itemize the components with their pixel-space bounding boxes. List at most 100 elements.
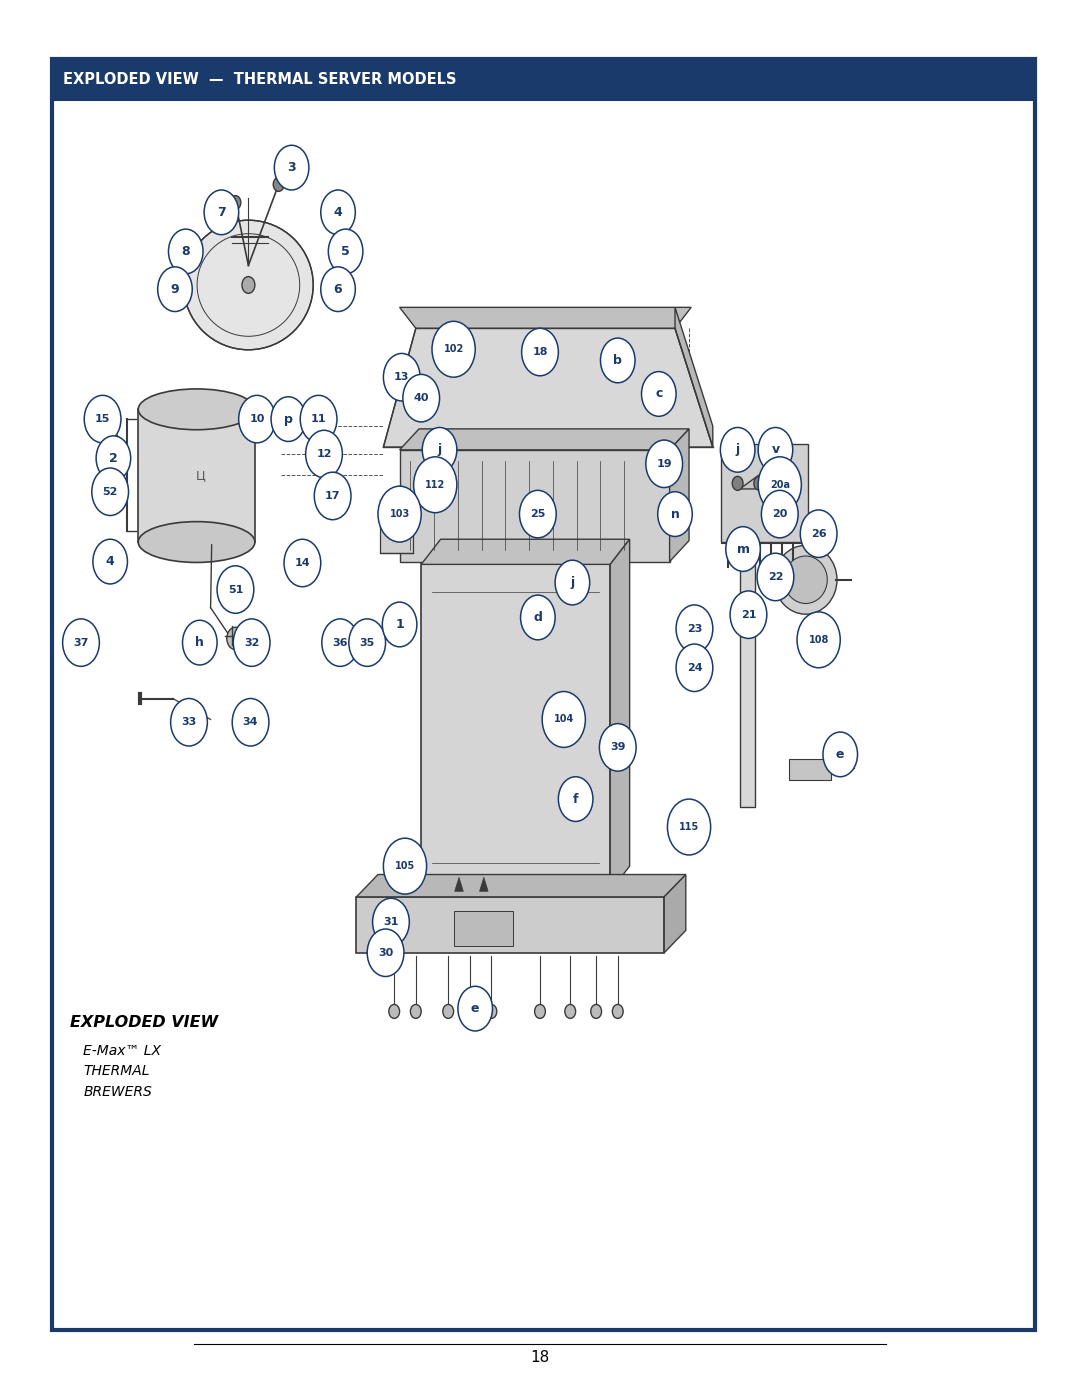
Text: 52: 52 [103,486,118,497]
Text: 33: 33 [181,717,197,728]
Circle shape [599,724,636,771]
Circle shape [168,229,203,274]
Circle shape [458,986,492,1031]
Circle shape [726,527,760,571]
Circle shape [486,1004,497,1018]
Circle shape [519,490,556,538]
Text: 11: 11 [311,414,326,425]
Text: 36: 36 [333,637,348,648]
Circle shape [158,267,192,312]
Circle shape [422,427,457,472]
Text: e: e [836,747,845,761]
Polygon shape [675,307,713,447]
Circle shape [232,698,269,746]
Circle shape [443,1004,454,1018]
Text: 7: 7 [217,205,226,219]
Text: 8: 8 [181,244,190,258]
Circle shape [93,539,127,584]
Text: 103: 103 [390,509,409,520]
Text: m: m [737,542,750,556]
Circle shape [676,605,713,652]
Text: 51: 51 [228,584,243,595]
Circle shape [349,619,386,666]
FancyBboxPatch shape [721,444,808,542]
Circle shape [383,353,420,401]
Text: 20a: 20a [770,479,789,490]
Circle shape [233,619,270,666]
Circle shape [217,566,254,613]
Polygon shape [480,877,488,891]
Circle shape [389,1004,400,1018]
Text: 108: 108 [809,634,828,645]
Circle shape [382,602,417,647]
Text: 19: 19 [657,458,672,469]
Text: 39: 39 [610,742,625,753]
Text: 1: 1 [395,617,404,631]
Circle shape [521,595,555,640]
Circle shape [242,277,255,293]
Text: 15: 15 [95,414,110,425]
Text: e: e [471,1002,480,1016]
Ellipse shape [184,221,313,349]
Circle shape [730,591,767,638]
Circle shape [591,1004,602,1018]
Circle shape [284,539,321,587]
Polygon shape [400,307,691,328]
FancyBboxPatch shape [52,59,1035,101]
Text: p: p [284,412,293,426]
Text: 31: 31 [383,916,399,928]
Circle shape [378,486,421,542]
Text: 34: 34 [243,717,258,728]
Text: 26: 26 [811,528,826,539]
Circle shape [758,427,793,472]
Text: 17: 17 [325,490,340,502]
FancyBboxPatch shape [356,897,664,953]
Text: 10: 10 [249,414,265,425]
Polygon shape [740,464,789,489]
Circle shape [542,692,585,747]
FancyBboxPatch shape [421,564,610,891]
Circle shape [522,328,558,376]
Circle shape [373,898,409,946]
Text: 40: 40 [414,393,429,404]
Circle shape [642,372,676,416]
Circle shape [775,476,786,490]
Circle shape [667,799,711,855]
Circle shape [321,190,355,235]
Text: 24: 24 [687,662,702,673]
Polygon shape [670,429,689,562]
Text: 4: 4 [106,555,114,569]
Polygon shape [610,539,630,891]
Text: j: j [735,443,740,457]
Ellipse shape [784,556,827,604]
FancyBboxPatch shape [740,489,755,807]
Text: 18: 18 [530,1351,550,1365]
Circle shape [432,321,475,377]
Text: 35: 35 [360,637,375,648]
Text: h: h [195,636,204,650]
Polygon shape [400,429,689,450]
Circle shape [558,777,593,821]
Ellipse shape [138,388,255,430]
Text: c: c [656,387,662,401]
Circle shape [800,510,837,557]
Circle shape [823,732,858,777]
Circle shape [171,698,207,746]
Circle shape [63,619,99,666]
Circle shape [403,374,440,422]
Circle shape [96,436,131,481]
Circle shape [555,560,590,605]
Circle shape [410,1004,421,1018]
Polygon shape [664,875,686,953]
FancyBboxPatch shape [454,911,513,946]
Text: THERMAL: THERMAL [83,1065,150,1078]
Circle shape [204,190,239,235]
Circle shape [239,395,275,443]
Text: 102: 102 [444,344,463,355]
Text: EXPLODED VIEW: EXPLODED VIEW [70,1016,218,1030]
Circle shape [314,472,351,520]
Circle shape [230,196,241,210]
Text: 3: 3 [287,161,296,175]
Text: 112: 112 [426,479,445,490]
Circle shape [183,620,217,665]
